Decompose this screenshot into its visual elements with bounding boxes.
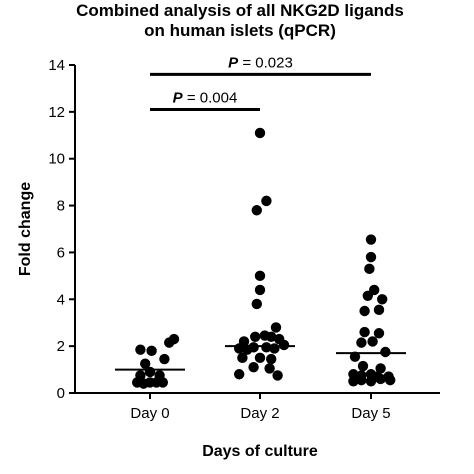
y-tick-label: 12 <box>48 104 65 121</box>
x-axis-label: Days of culture <box>202 443 318 460</box>
data-point <box>251 298 262 310</box>
data-point <box>373 328 385 339</box>
data-point <box>261 195 272 207</box>
data-point <box>234 369 245 380</box>
chart-title-line-1: Combined analysis of all NKG2D ligands <box>76 1 404 20</box>
plot-area <box>115 127 406 389</box>
data-point <box>135 370 146 381</box>
data-point <box>380 346 391 358</box>
data-point <box>254 352 266 364</box>
data-point <box>261 342 272 353</box>
data-point <box>375 363 386 374</box>
data-point <box>264 363 275 374</box>
data-point <box>159 353 170 365</box>
y-axis-label: Fold change <box>17 182 34 276</box>
data-point <box>278 339 290 351</box>
data-point <box>362 290 373 301</box>
p-symbol: P <box>173 90 184 107</box>
data-point <box>254 284 266 296</box>
data-point <box>375 373 386 385</box>
data-point <box>168 333 180 345</box>
data-point <box>359 326 370 338</box>
data-point <box>251 205 262 216</box>
y-tick-label: 0 <box>57 385 65 402</box>
significance-label: P = 0.023 <box>228 54 293 71</box>
data-point <box>146 345 157 357</box>
data-point <box>248 342 259 353</box>
data-point <box>364 263 375 275</box>
data-point <box>367 336 378 347</box>
data-point <box>356 374 367 386</box>
y-tick-label: 8 <box>57 198 65 215</box>
data-point <box>356 337 367 348</box>
x-tick-label: Day 0 <box>130 405 169 422</box>
data-point <box>365 376 377 387</box>
data-point <box>254 270 266 282</box>
y-tick-label: 4 <box>57 291 65 308</box>
data-point <box>266 331 277 342</box>
data-point <box>154 370 165 381</box>
data-point <box>250 331 261 342</box>
data-point <box>365 251 377 263</box>
y-tick-label: 10 <box>48 151 65 168</box>
x-tick-label: Day 2 <box>240 405 279 422</box>
data-point <box>348 376 359 387</box>
data-point <box>365 234 377 245</box>
data-point <box>270 322 282 333</box>
x-tick-label: Day 5 <box>351 405 390 422</box>
y-ticks: 0 2 4 6 8 10 12 14 <box>48 57 75 402</box>
data-point <box>357 360 369 372</box>
x-ticks: Day 0 Day 2 Day 5 <box>130 393 391 422</box>
p-value: = 0.004 <box>183 90 238 107</box>
data-point <box>266 353 277 365</box>
data-point <box>359 305 370 317</box>
significance-label: P = 0.004 <box>173 90 238 107</box>
data-point <box>272 370 283 381</box>
data-point <box>140 358 151 369</box>
p-value: = 0.023 <box>238 54 293 71</box>
y-tick-label: 6 <box>57 244 65 261</box>
data-point <box>254 127 266 139</box>
data-point <box>269 343 280 354</box>
data-point <box>237 352 248 364</box>
data-point <box>385 374 396 386</box>
y-tick-label: 14 <box>48 57 65 74</box>
data-point <box>248 362 259 373</box>
data-point <box>377 294 388 305</box>
y-tick-label: 2 <box>57 338 65 355</box>
data-point <box>373 304 385 316</box>
p-symbol: P <box>228 54 239 71</box>
data-point <box>135 344 146 355</box>
chart-title-line-2: on human islets (qPCR) <box>144 21 336 40</box>
